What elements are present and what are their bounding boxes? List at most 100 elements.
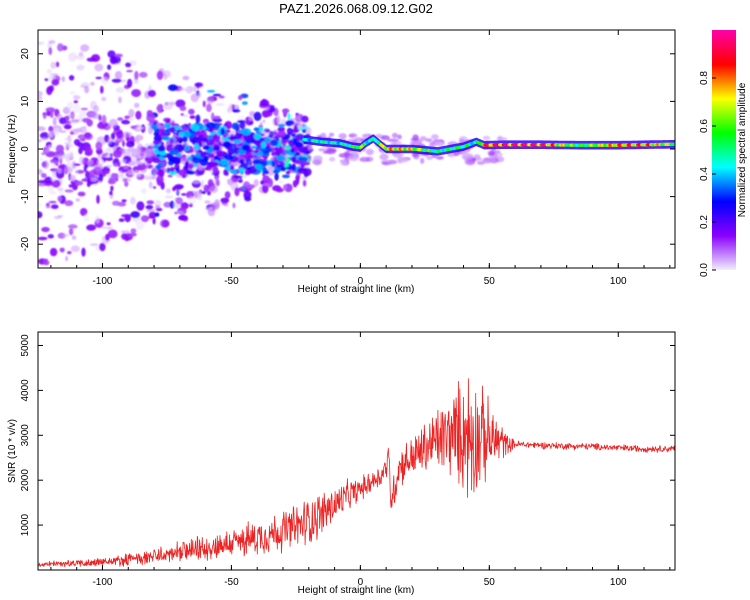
snr-y-ticks: 1000 2000 3000 4000 5000: [20, 334, 675, 536]
spectrogram-blob: [43, 113, 47, 120]
spectrogram-blob: [124, 115, 131, 120]
spectrogram-blob: [89, 243, 99, 247]
spectrogram-blob: [66, 101, 74, 111]
spectrogram-blob: [237, 133, 243, 138]
spectrogram-blob: [178, 215, 188, 221]
spectrogram-blob: [232, 202, 236, 209]
spectrogram-blob: [359, 156, 368, 161]
spectrogram-blob: [145, 205, 154, 210]
spectrogram-blob: [144, 176, 153, 181]
spectrogram-blob: [119, 159, 127, 164]
spectrogram-ylabel: Frequency (Hz): [7, 115, 18, 184]
spectrogram-blob: [125, 62, 132, 68]
spectrogram-blob: [78, 147, 83, 155]
spectrogram-x-ticks: -100 -50 0 50 100: [50, 30, 671, 287]
spectrogram-blob: [83, 164, 88, 172]
spectrogram-blob: [161, 136, 170, 140]
spectrogram-blob: [48, 47, 53, 56]
spectrogram-blob: [207, 153, 215, 159]
spectrogram-blob: [59, 130, 67, 133]
spectrogram-blob: [276, 114, 281, 124]
spectrogram-blob: [482, 157, 493, 164]
spectrogram-blob: [391, 132, 398, 139]
spectrogram-blob: [134, 160, 145, 165]
spectrogram-blob: [38, 211, 43, 219]
spectrogram-blob: [109, 190, 113, 196]
spectrogram-blob: [107, 229, 118, 239]
spectrogram-blob: [64, 200, 74, 207]
spectrogram-blob: [79, 156, 84, 165]
spectrogram-blob: [163, 123, 172, 129]
spectrogram-ytick-label: 0: [20, 146, 31, 152]
spectrogram-blob: [101, 96, 107, 102]
snr-ytick-label: 3000: [20, 424, 31, 447]
spectrogram-blob: [76, 64, 85, 71]
spectrogram-blob: [260, 180, 265, 185]
spectrogram-blob: [375, 133, 383, 138]
spectrogram-blob: [224, 154, 234, 161]
spectrogram-blob: [65, 255, 69, 262]
spectrogram-blob: [379, 153, 389, 160]
spectrogram-blob: [114, 71, 123, 80]
spectrogram-blob: [162, 220, 170, 228]
snr-xlabel: Height of straight line (km): [298, 585, 415, 596]
spectrogram-blob: [239, 159, 244, 164]
spectrogram-blob: [476, 161, 485, 165]
spectrogram-blob: [69, 90, 76, 96]
spectrogram-blob: [174, 210, 185, 215]
spectrogram-blob: [57, 43, 64, 52]
spectrogram-blob: [328, 132, 335, 137]
spectrogram-blob: [140, 188, 147, 194]
spectrogram-blob: [67, 224, 78, 229]
spectrogram-blob: [148, 211, 157, 219]
spectrogram-blob: [48, 200, 57, 204]
spectrogram-blob: [102, 155, 113, 158]
spectrogram-blob: [45, 205, 52, 209]
spectrogram-blob: [328, 157, 336, 162]
spectrogram-blob: [433, 141, 446, 147]
spectrogram-blob: [58, 186, 64, 196]
spectrogram-blob: [286, 185, 292, 190]
spectrogram-blob: [206, 164, 213, 171]
spectrogram-blob: [96, 159, 105, 165]
spectrogram-blob: [241, 174, 248, 179]
spectrogram-blob: [171, 157, 181, 165]
spectrogram-blob: [124, 181, 129, 187]
spectrogram-blob: [412, 134, 419, 141]
spectrogram-blob: [251, 145, 257, 150]
colorbar-tick-label: 0.0: [699, 263, 710, 277]
spectrogram-blob: [208, 126, 214, 133]
spectrogram-xtick-label: 50: [484, 276, 496, 287]
spectrogram-blob: [212, 118, 223, 123]
spectrogram-blob: [83, 213, 90, 223]
spectrogram-blob: [262, 119, 266, 123]
spectrogram-blob: [50, 173, 57, 182]
spectrogram-blob: [64, 189, 74, 193]
spectrogram-blob: [94, 63, 104, 72]
spectrogram-blob: [234, 187, 240, 197]
spectrogram-blob: [38, 96, 43, 101]
spectrogram-blob: [148, 181, 153, 189]
spectrogram-blob: [147, 89, 156, 98]
spectrogram-blob: [67, 251, 72, 255]
spectrogram-blob: [81, 247, 86, 257]
spectrogram-blob: [241, 144, 250, 151]
spectrogram-blob: [301, 115, 309, 123]
spectrogram-xlabel: Height of straight line (km): [298, 284, 415, 295]
snr-xtick-label: 0: [358, 577, 364, 588]
spectrogram-blob: [129, 232, 137, 237]
spectrogram-blob: [38, 202, 43, 208]
spectrogram-blob: [338, 133, 347, 139]
spectrogram-blob: [206, 97, 214, 104]
spectrogram-blob: [41, 152, 46, 155]
spectrogram-blob: [250, 138, 255, 144]
spectrogram-blob: [192, 180, 200, 184]
spectrogram-blob: [264, 128, 271, 133]
spectrogram-blob: [295, 175, 300, 181]
spectrogram-blob: [196, 91, 202, 98]
spectrogram-blob: [95, 141, 103, 151]
snr-ytick-label: 4000: [20, 379, 31, 402]
spectrogram-blob: [39, 157, 44, 162]
colorbar-label: Normalized spectral amplitude: [737, 82, 748, 217]
spectrogram-blob: [259, 99, 270, 108]
